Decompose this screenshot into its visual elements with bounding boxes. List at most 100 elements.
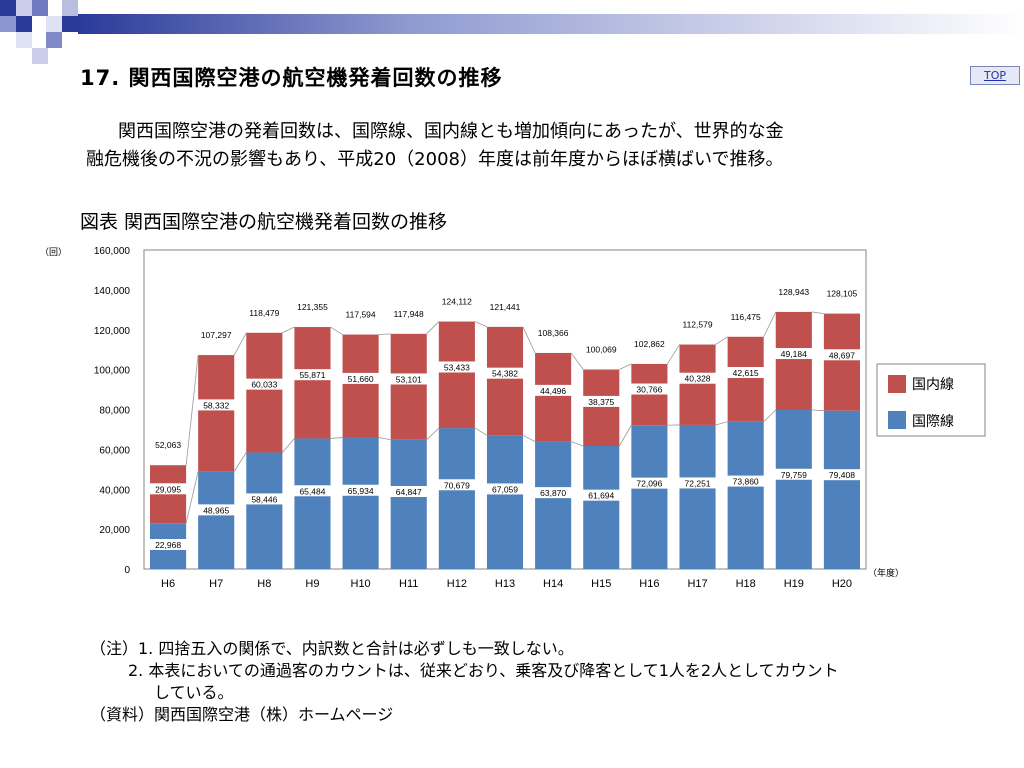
- total-label: 128,105: [827, 289, 858, 299]
- value-label-international: 61,694: [588, 491, 614, 501]
- total-label: 52,063: [155, 440, 181, 450]
- bar-international: [486, 435, 524, 569]
- description: 関西国際空港の発着回数は、国際線、国内線とも増加傾向にあったが、世界的な金 融危…: [86, 118, 936, 174]
- label-box: [581, 489, 622, 501]
- connector-line: [474, 427, 488, 436]
- y-tick-label: 160,000: [94, 246, 131, 257]
- top-link[interactable]: TOP: [970, 66, 1020, 85]
- value-label-domestic: 29,095: [155, 484, 181, 494]
- bar-international: [198, 471, 235, 569]
- value-label-international: 79,408: [829, 470, 855, 480]
- total-label: 112,579: [682, 320, 712, 330]
- bar-international: [631, 425, 668, 569]
- connector-line: [185, 355, 199, 466]
- connector-line: [185, 471, 199, 524]
- total-label: 117,948: [394, 309, 424, 319]
- bar-domestic: [390, 333, 427, 440]
- description-line-2: 融危機後の不況の影響もあり、平成20（2008）年度は前年度からほぼ横ばいで推移…: [86, 149, 784, 170]
- bar-domestic: [294, 327, 331, 439]
- y-tick-label: 140,000: [94, 286, 131, 297]
- bar-domestic: [535, 352, 572, 442]
- label-box: [437, 479, 477, 491]
- value-label-domestic: 54,382: [492, 369, 518, 379]
- legend-swatch-international: [888, 411, 906, 429]
- y-tick-label: 60,000: [99, 445, 130, 456]
- connector-line: [619, 363, 632, 370]
- value-label-international: 48,965: [203, 505, 229, 515]
- connector-line: [763, 409, 777, 423]
- label-box: [774, 348, 814, 360]
- connector-line: [426, 321, 440, 335]
- bar-domestic: [342, 334, 379, 438]
- label-box: [677, 372, 718, 384]
- bar-domestic: [486, 326, 524, 436]
- label-box: [340, 484, 381, 496]
- connector-line: [474, 321, 488, 328]
- value-label-international: 67,059: [492, 484, 518, 494]
- bar-domestic: [438, 321, 475, 429]
- y-tick-label: 0: [124, 565, 130, 576]
- x-tick-label: H15: [591, 578, 611, 588]
- label-box: [485, 367, 525, 379]
- connector-line: [618, 425, 632, 447]
- x-tick-label: H6: [161, 578, 175, 588]
- bar-international: [294, 438, 331, 569]
- total-label: 128,943: [778, 287, 809, 297]
- value-label-international: 22,968: [155, 540, 181, 550]
- legend-label-international: 国際線: [912, 414, 954, 430]
- total-label: 124,112: [442, 297, 472, 307]
- label-box: [533, 384, 573, 396]
- label-box: [340, 372, 381, 384]
- value-label-domestic: 58,332: [203, 400, 229, 410]
- connector-line: [715, 336, 728, 345]
- page-title: 17. 関西国際空港の航空機発着回数の推移: [80, 66, 503, 90]
- label-box: [196, 399, 236, 411]
- label-box: [244, 378, 285, 390]
- connector-line: [282, 438, 295, 453]
- bar-domestic: [727, 336, 764, 422]
- note-2: 2. 本表においての通過客のカウントは、従来どおり、乗客及び降客として1人を2人…: [128, 661, 839, 680]
- label-box: [725, 367, 766, 379]
- y-axis-label: （回）: [40, 247, 67, 257]
- value-label-international: 64,847: [396, 487, 422, 497]
- label-box: [388, 486, 429, 498]
- bar-domestic: [775, 311, 812, 410]
- x-tick-label: H16: [639, 578, 659, 588]
- label-box: [822, 469, 862, 481]
- x-tick-label: H13: [495, 578, 515, 588]
- label-box: [629, 383, 670, 395]
- bar-international: [823, 410, 860, 569]
- x-tick-label: H10: [351, 578, 371, 588]
- value-label-domestic: 40,328: [685, 374, 711, 384]
- label-box: [148, 483, 188, 495]
- value-label-domestic: 53,433: [444, 362, 470, 372]
- total-label: 121,355: [297, 302, 328, 312]
- y-tick-label: 100,000: [94, 366, 131, 377]
- connector-line: [811, 409, 824, 412]
- connector-line: [233, 452, 247, 472]
- x-axis-label: （年度）: [868, 567, 904, 578]
- legend-swatch-domestic: [888, 375, 906, 393]
- total-label: 100,069: [586, 344, 617, 354]
- bar-domestic: [198, 355, 235, 472]
- label-box: [148, 539, 188, 550]
- label-box: [437, 361, 477, 373]
- total-label: 118,479: [249, 308, 279, 318]
- label-box: [677, 477, 718, 489]
- value-label-international: 65,484: [299, 486, 325, 496]
- note-1: （注）1. 四捨五入の関係で、内訳数と合計は必ずしも一致しない。: [90, 639, 574, 658]
- bar-domestic: [246, 332, 283, 453]
- header-decoration: [0, 0, 1024, 64]
- bar-domestic: [679, 344, 716, 425]
- label-box: [725, 475, 766, 487]
- value-label-international: 63,870: [540, 488, 566, 498]
- connector-line: [667, 344, 680, 365]
- label-box: [774, 468, 814, 480]
- value-label-international: 73,860: [733, 477, 759, 487]
- x-tick-label: H11: [399, 578, 418, 588]
- value-label-domestic: 60,033: [251, 380, 277, 390]
- label-box: [533, 487, 573, 499]
- bar-international: [583, 445, 620, 569]
- connector-line: [426, 427, 440, 440]
- x-tick-label: H18: [736, 578, 756, 588]
